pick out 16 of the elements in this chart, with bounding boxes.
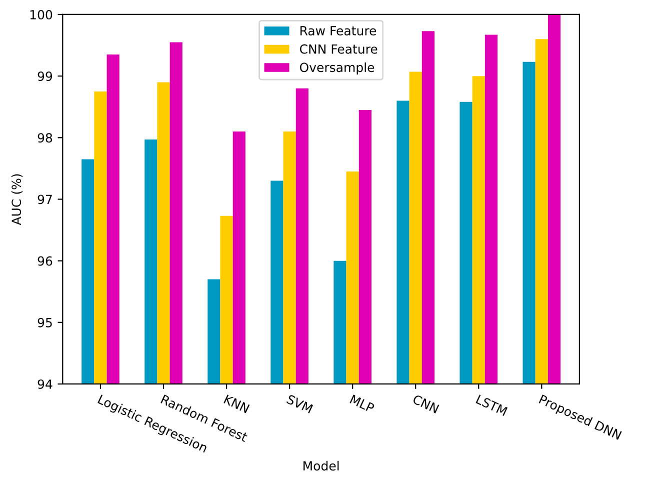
x-tick-label: CNN [412,394,440,414]
y-tick-label: 100 [30,10,52,20]
y-tick-label: 95 [38,318,52,328]
legend-label: CNN Feature [300,44,378,54]
x-axis-title: Model [304,460,339,471]
x-tick-label: KNN [224,394,250,414]
legend-label: Oversample [300,62,374,75]
y-tick-label: 98 [38,133,52,143]
x-tick-label: MLP [350,394,375,413]
y-tick-label: 99 [38,72,52,81]
y-axis-title: AUC (%) [11,174,23,226]
legend-label: Raw Feature [300,26,376,36]
y-tick-label: 97 [38,194,52,204]
y-tick-label: 96 [38,256,52,266]
y-tick-label: 94 [38,379,52,389]
x-tick-label: SVM [286,394,314,414]
